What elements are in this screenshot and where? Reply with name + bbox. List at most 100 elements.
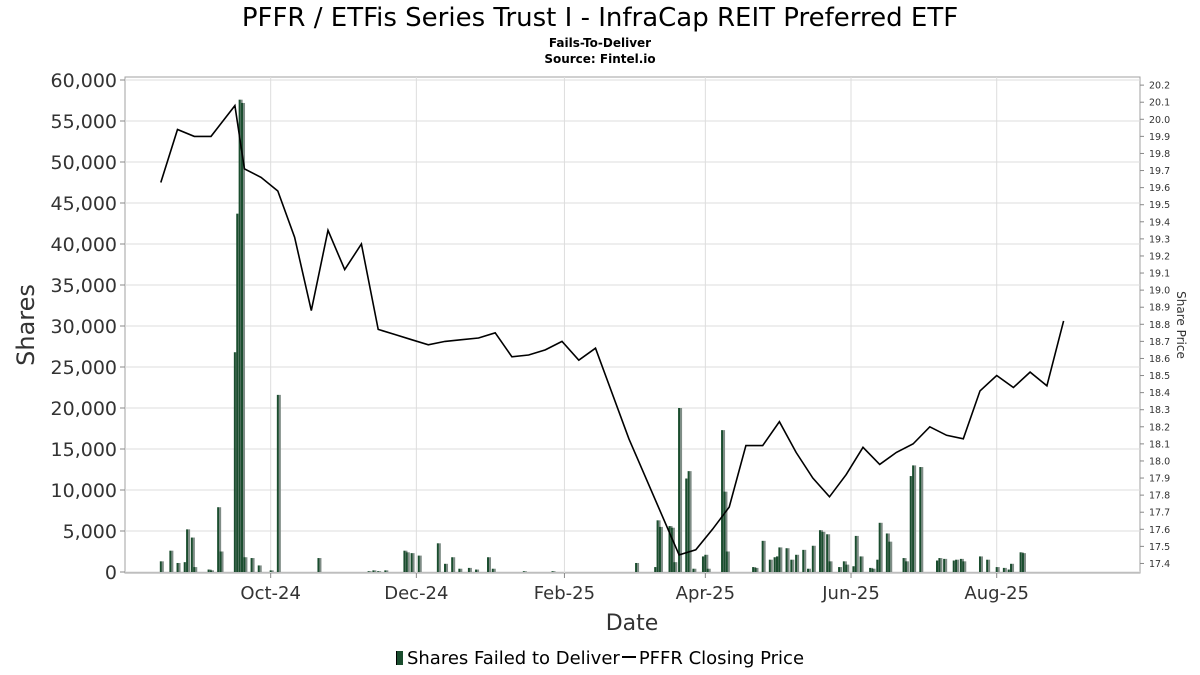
ftd-bar bbox=[790, 559, 793, 572]
ftd-bar bbox=[752, 567, 755, 572]
y-tick-label: 15,000 bbox=[51, 439, 117, 461]
ftd-bar bbox=[795, 554, 798, 572]
ftd-bar-shadow bbox=[809, 568, 812, 572]
ftd-bar-shadow bbox=[680, 408, 683, 572]
ftd-bar bbox=[384, 570, 387, 572]
ftd-bar bbox=[706, 568, 709, 572]
y2-tick-label: 19.9 bbox=[1149, 132, 1170, 143]
ftd-bar-shadow bbox=[660, 526, 663, 572]
ftd-bar bbox=[1010, 563, 1013, 572]
ftd-bar bbox=[826, 534, 829, 572]
ftd-bar bbox=[778, 547, 781, 572]
ftd-bar bbox=[754, 567, 757, 572]
ftd-bar-shadow bbox=[792, 559, 795, 572]
ftd-bar bbox=[959, 558, 962, 572]
legend-ftd-label: Shares Failed to Deliver bbox=[406, 648, 620, 669]
ftd-bar-shadow bbox=[386, 570, 389, 572]
ftd-bar-shadow bbox=[211, 570, 214, 572]
ftd-bar bbox=[842, 561, 845, 572]
ftd-bar bbox=[656, 520, 659, 572]
ftd-bar-shadow bbox=[964, 561, 967, 572]
ftd-bar bbox=[193, 567, 196, 572]
y2-tick-label: 18.8 bbox=[1149, 320, 1170, 331]
x-tick-label: Oct-24 bbox=[240, 583, 301, 604]
ftd-bar bbox=[811, 545, 814, 572]
ftd-bar bbox=[458, 568, 461, 572]
ftd-bar-shadow bbox=[412, 553, 415, 572]
ftd-bar bbox=[995, 567, 998, 572]
ftd-bar bbox=[878, 522, 881, 572]
ftd-bar bbox=[159, 561, 162, 572]
y2-tick-label: 18.0 bbox=[1149, 456, 1170, 467]
ftd-bar-shadow bbox=[873, 568, 876, 572]
ftd-bar bbox=[1021, 553, 1024, 572]
ftd-bar bbox=[986, 559, 989, 572]
ftd-bar-shadow bbox=[1012, 563, 1015, 572]
ftd-bar bbox=[678, 408, 681, 572]
ftd-bar-shadow bbox=[524, 571, 527, 572]
ftd-bar-shadow bbox=[763, 540, 766, 572]
y-tick-label: 35,000 bbox=[51, 275, 117, 297]
y2-axis-label: Share Price bbox=[1174, 291, 1188, 359]
ftd-bar bbox=[635, 562, 638, 572]
ftd-bar-shadow bbox=[278, 394, 281, 572]
y2-tick-label: 17.5 bbox=[1149, 542, 1170, 553]
ftd-bar bbox=[818, 530, 821, 572]
ftd-bar-shadow bbox=[804, 549, 807, 572]
ftd-bar bbox=[768, 559, 771, 572]
y2-tick-label: 17.9 bbox=[1149, 474, 1170, 485]
ftd-bar bbox=[658, 526, 661, 572]
ftd-bar-shadow bbox=[890, 541, 893, 572]
ftd-bar bbox=[721, 430, 724, 572]
ftd-bar bbox=[209, 570, 212, 572]
ftd-bar-shadow bbox=[493, 568, 496, 572]
chart-subtitle: Fails-To-Deliver bbox=[548, 36, 652, 50]
ftd-bar bbox=[876, 559, 879, 572]
ftd-bar-shadow bbox=[828, 534, 831, 572]
y-tick-label: 5,000 bbox=[63, 521, 117, 543]
ftd-bar-shadow bbox=[271, 570, 274, 572]
y2-tick-label: 17.4 bbox=[1149, 559, 1170, 570]
y2-tick-label: 18.2 bbox=[1149, 422, 1170, 433]
ftd-bar-shadow bbox=[725, 491, 728, 572]
ftd-bar bbox=[943, 558, 946, 572]
ftd-bar bbox=[241, 102, 244, 573]
ftd-bar bbox=[257, 565, 260, 572]
ftd-bar bbox=[233, 352, 236, 572]
ftd-bar bbox=[276, 394, 279, 572]
ftd-bar bbox=[668, 526, 671, 572]
ftd-bar-shadow bbox=[997, 567, 1000, 572]
ftd-bar-shadow bbox=[637, 562, 640, 572]
ftd-bar-shadow bbox=[319, 558, 322, 572]
ftd-bar bbox=[869, 567, 872, 572]
ftd-bar-shadow bbox=[438, 543, 441, 572]
legend: Shares Failed to Deliver PFFR Closing Pri… bbox=[0, 648, 1200, 670]
ftd-bar-shadow bbox=[553, 571, 556, 572]
x-tick-label: Jun-25 bbox=[821, 583, 880, 604]
ftd-bar bbox=[551, 571, 554, 572]
y2-tick-label: 18.3 bbox=[1149, 405, 1170, 416]
ftd-bar bbox=[238, 99, 241, 573]
ftd-bar-shadow bbox=[689, 471, 692, 572]
ftd-bar-shadow bbox=[188, 529, 191, 572]
ftd-bar-shadow bbox=[161, 561, 164, 572]
ftd-bar bbox=[417, 555, 420, 572]
y2-tick-label: 19.0 bbox=[1149, 286, 1170, 297]
ftd-bar bbox=[207, 569, 210, 572]
ftd-bar bbox=[522, 571, 525, 572]
ftd-bar bbox=[952, 560, 955, 572]
ftd-bar bbox=[367, 571, 370, 572]
ftd-bar bbox=[176, 562, 179, 572]
ftd-bar bbox=[243, 557, 246, 572]
ftd-bar bbox=[475, 569, 478, 572]
ftd-bar-shadow bbox=[453, 557, 456, 572]
ftd-bar-shadow bbox=[243, 102, 246, 573]
y2-axis-ticks: 17.4 17.5 17.6 17.7 17.8 17.9 18.0 18.1 18.2 18.3… bbox=[1140, 81, 1170, 570]
ftd-bar bbox=[725, 551, 728, 572]
ftd-bar bbox=[1007, 569, 1010, 572]
ftd-bar-shadow bbox=[823, 531, 826, 572]
ftd-bar bbox=[871, 568, 874, 572]
ftd-bar bbox=[807, 568, 810, 572]
ftd-bar bbox=[190, 537, 193, 572]
ftd-bar bbox=[723, 491, 726, 572]
